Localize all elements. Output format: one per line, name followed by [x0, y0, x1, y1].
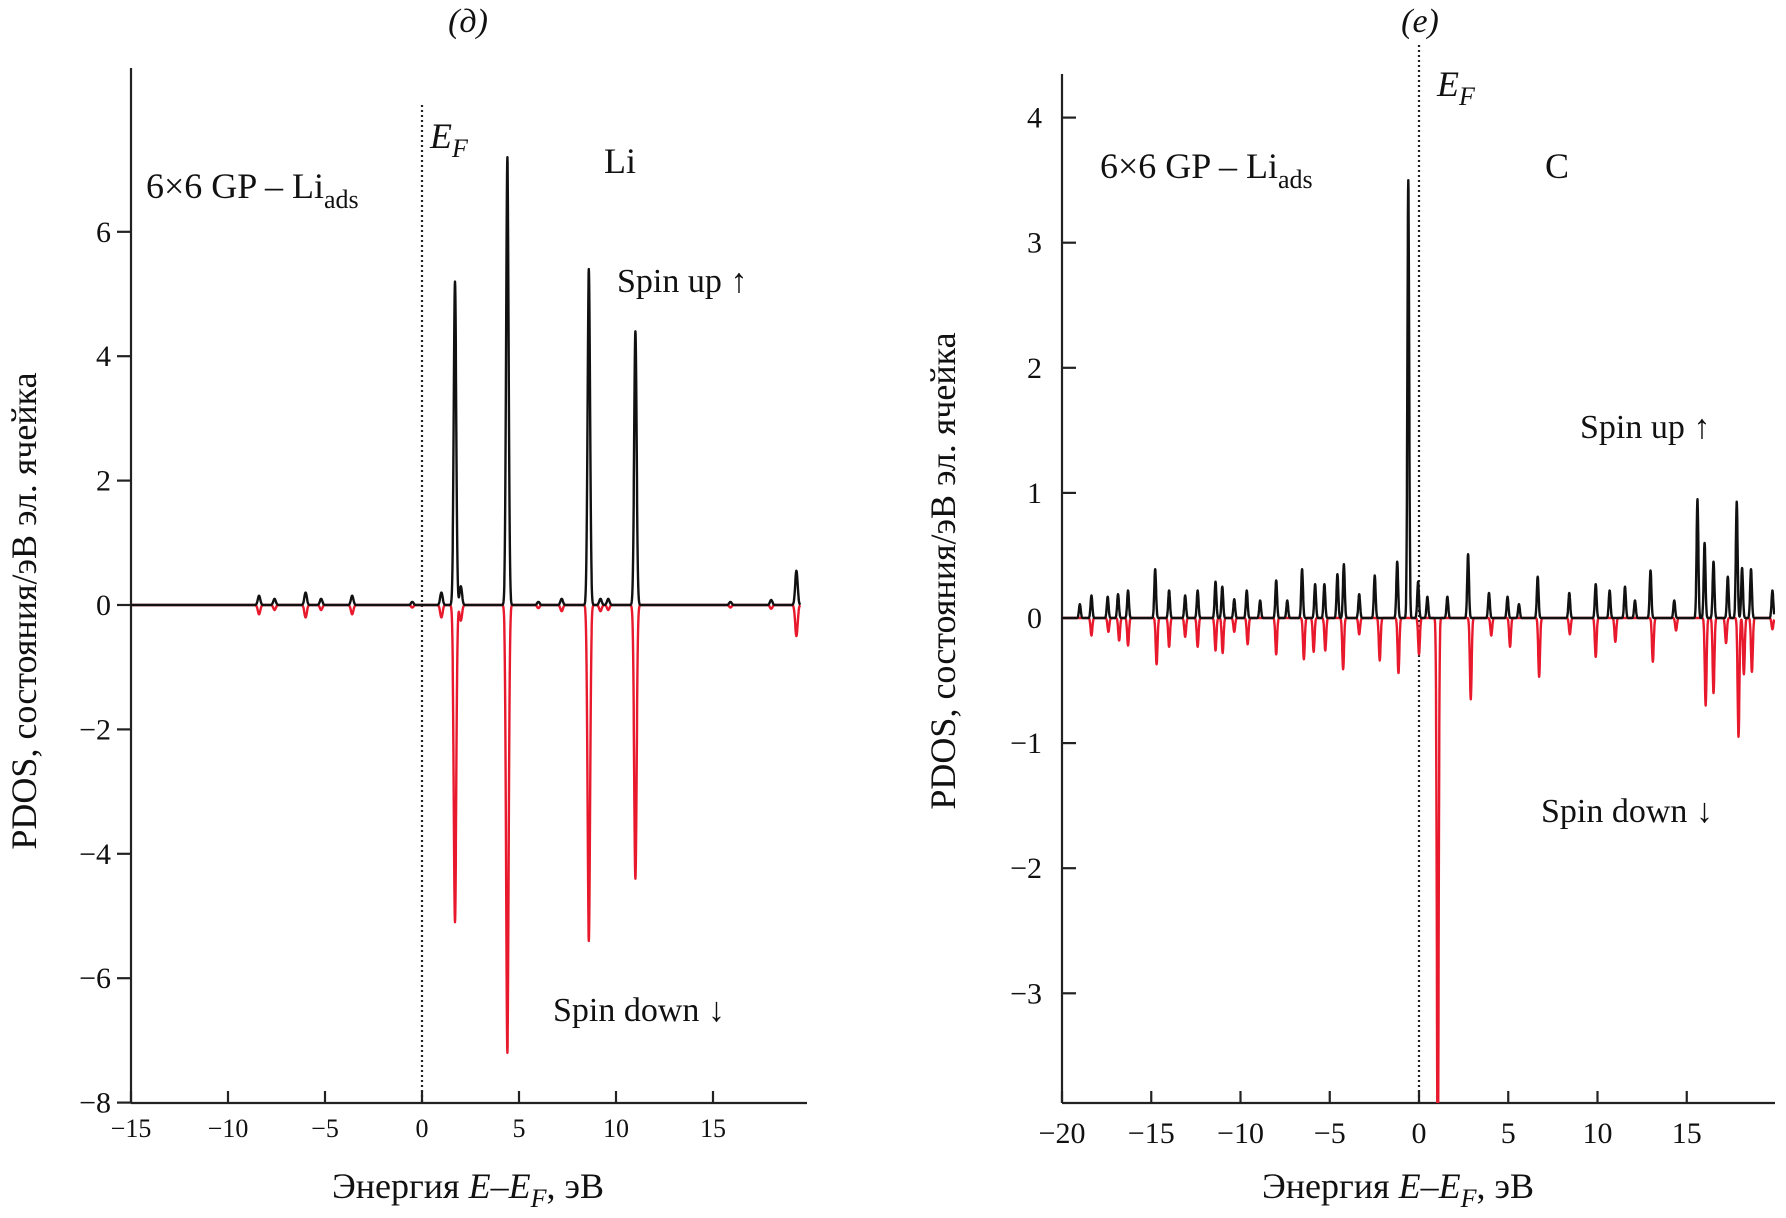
y-tick-label: 6: [96, 216, 111, 249]
fermi-label: EF: [429, 116, 469, 163]
system-label: 6×6 GP – Liads: [1100, 146, 1313, 194]
element-label: C: [1545, 146, 1569, 186]
x-tick-label: 10: [603, 1114, 629, 1143]
fermi-label: EF: [1436, 64, 1476, 111]
x-tick-label: −10: [1217, 1117, 1264, 1150]
element-label: Li: [604, 141, 636, 181]
panel-label: (e): [1401, 3, 1439, 40]
x-tick-label: −15: [1128, 1117, 1175, 1150]
x-axis-label-e: E: [468, 1166, 491, 1206]
x-tick-label: 15: [700, 1114, 726, 1143]
x-axis-label-ef: E: [1438, 1166, 1461, 1206]
y-tick-label: 0: [96, 589, 111, 622]
y-tick-label: −3: [1010, 977, 1042, 1010]
x-tick-label: 15: [1672, 1117, 1702, 1150]
y-tick-label: −6: [79, 962, 111, 995]
y-tick-label: −8: [79, 1087, 111, 1120]
x-axis-label-e: E: [1398, 1166, 1421, 1206]
fermi-label-main: E: [1436, 64, 1459, 104]
x-tick-label: 0: [416, 1114, 429, 1143]
y-tick-label: −2: [1010, 852, 1042, 885]
y-tick-label: 3: [1027, 227, 1042, 260]
x-axis-label-dash: –: [490, 1166, 510, 1206]
y-tick-label: 4: [1027, 102, 1042, 135]
fermi-label-main: E: [429, 116, 452, 156]
fermi-label-sub: F: [1458, 82, 1476, 111]
x-tick-label: −5: [311, 1114, 339, 1143]
panel-label: (д): [448, 3, 488, 40]
spin-up-label: Spin up ↑: [617, 263, 747, 300]
panel-d: (д) 6×6 GP – Liads EF Li Spin up ↑ Spin …: [4, 3, 807, 1213]
x-tick-label: 5: [1501, 1117, 1516, 1150]
y-tick-label: 0: [1027, 602, 1042, 635]
system-label-main: 6×6 GP – Li: [1100, 146, 1278, 186]
fermi-label-sub: F: [451, 134, 469, 163]
spin-down-label: Spin down ↓: [1541, 793, 1713, 830]
series-line-spin-up: [131, 155, 802, 607]
y-tick-label: 2: [96, 465, 111, 498]
x-tick-label: −20: [1039, 1117, 1086, 1150]
y-tick-label: 1: [1027, 477, 1042, 510]
spin-down-label: Spin down ↓: [553, 992, 725, 1029]
y-axis-label: PDOS, состояния/эВ эл. ячейка: [4, 372, 44, 849]
x-tick-label: 5: [513, 1114, 526, 1143]
y-tick-label: −1: [1010, 727, 1042, 760]
series-line-spin-up: [1062, 178, 1775, 620]
spin-up-label: Spin up ↑: [1580, 409, 1710, 446]
y-tick-label: 2: [1027, 352, 1042, 385]
x-tick-label: 0: [1412, 1117, 1427, 1150]
x-axis-label: Энергия E–EF, эВ: [1262, 1166, 1534, 1213]
y-tick-label: −4: [79, 838, 111, 871]
x-tick-label: −5: [1314, 1117, 1346, 1150]
system-label-main: 6×6 GP – Li: [146, 166, 324, 206]
x-axis-label-ef: E: [508, 1166, 531, 1206]
series-line-spin-down: [131, 603, 802, 1055]
system-label: 6×6 GP – Liads: [146, 166, 359, 214]
x-tick-label: −10: [208, 1114, 249, 1143]
x-axis-label: Энергия E–EF, эВ: [332, 1166, 604, 1213]
system-label-sub: ads: [324, 185, 359, 214]
x-tick-label: 10: [1583, 1117, 1613, 1150]
x-axis-label-text: Энергия: [332, 1166, 469, 1206]
x-axis-label-dash: –: [1420, 1166, 1440, 1206]
panel-e: (e) 6×6 GP – Liads EF C Spin up ↑ Spin d…: [923, 3, 1775, 1213]
x-axis-label-sub: F: [1460, 1184, 1478, 1213]
x-axis-label-text: Энергия: [1262, 1166, 1399, 1206]
y-axis-label: PDOS, состояния/эВ эл. ячейка: [923, 332, 963, 809]
y-tick-label: 4: [96, 340, 111, 373]
y-tick-label: −2: [79, 713, 111, 746]
x-tick-label: −15: [111, 1114, 152, 1143]
x-axis-label-unit: , эВ: [547, 1166, 604, 1206]
x-axis-label-sub: F: [530, 1184, 548, 1213]
system-label-sub: ads: [1278, 165, 1313, 194]
x-axis-label-unit: , эВ: [1477, 1166, 1534, 1206]
